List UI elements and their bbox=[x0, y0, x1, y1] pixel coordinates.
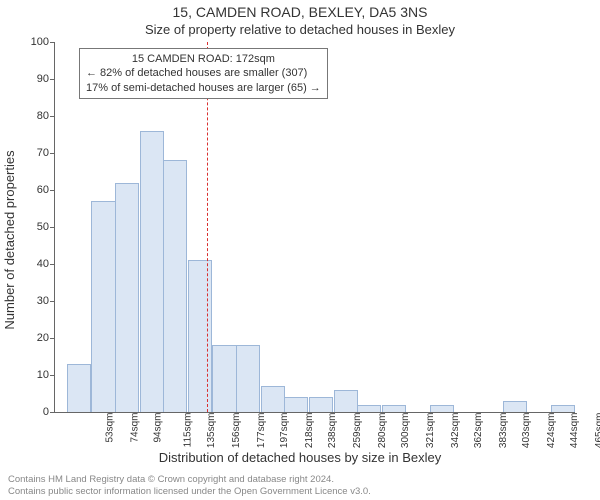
y-tick-label: 60 bbox=[19, 184, 49, 196]
y-tick bbox=[50, 301, 55, 302]
histogram-bar bbox=[334, 390, 358, 412]
y-tick-label: 20 bbox=[19, 332, 49, 344]
x-tick-label: 94sqm bbox=[153, 413, 164, 443]
y-tick-label: 90 bbox=[19, 73, 49, 85]
x-tick-label: 383sqm bbox=[498, 413, 509, 449]
footer-line-1: Contains HM Land Registry data © Crown c… bbox=[8, 474, 371, 486]
x-tick-label: 115sqm bbox=[182, 413, 193, 448]
y-tick bbox=[50, 338, 55, 339]
x-tick-label: 74sqm bbox=[129, 413, 140, 443]
y-axis-label-text: Number of detached properties bbox=[2, 150, 17, 329]
y-tick bbox=[50, 116, 55, 117]
y-tick bbox=[50, 264, 55, 265]
y-tick bbox=[50, 153, 55, 154]
x-tick-label: 218sqm bbox=[304, 413, 315, 449]
annot-line-3: 17% of semi-detached houses are larger (… bbox=[86, 81, 321, 95]
y-tick bbox=[50, 375, 55, 376]
x-tick-label: 177sqm bbox=[256, 413, 267, 449]
histogram-bar bbox=[357, 405, 381, 412]
x-tick-label: 300sqm bbox=[400, 413, 411, 449]
x-tick-label: 362sqm bbox=[473, 413, 484, 449]
y-tick bbox=[50, 42, 55, 43]
histogram-bar bbox=[140, 131, 164, 412]
histogram-bar bbox=[503, 401, 527, 412]
annotation-box: 15 CAMDEN ROAD: 172sqm← 82% of detached … bbox=[79, 48, 328, 99]
x-tick-label: 342sqm bbox=[450, 413, 461, 449]
x-tick-label: 424sqm bbox=[546, 413, 557, 449]
x-tick-label: 280sqm bbox=[377, 413, 388, 449]
x-tick-label: 135sqm bbox=[206, 413, 217, 449]
y-tick-label: 100 bbox=[19, 36, 49, 48]
y-tick bbox=[50, 79, 55, 80]
chart-container: { "chart": { "type": "histogram", "title… bbox=[0, 0, 600, 500]
histogram-bar bbox=[284, 397, 308, 412]
y-tick bbox=[50, 227, 55, 228]
annot-line-1: 15 CAMDEN ROAD: 172sqm bbox=[86, 52, 321, 66]
histogram-bar bbox=[551, 405, 575, 412]
histogram-bar bbox=[261, 386, 285, 412]
histogram-bar bbox=[382, 405, 406, 412]
y-tick-label: 0 bbox=[19, 406, 49, 418]
x-tick-label: 238sqm bbox=[327, 413, 338, 449]
histogram-bar bbox=[163, 160, 187, 412]
x-axis-label: Distribution of detached houses by size … bbox=[0, 450, 600, 465]
y-tick-label: 10 bbox=[19, 369, 49, 381]
histogram-bar bbox=[309, 397, 333, 412]
chart-subtitle: Size of property relative to detached ho… bbox=[0, 22, 600, 37]
histogram-bar bbox=[236, 345, 260, 412]
histogram-bar bbox=[115, 183, 139, 412]
histogram-bar bbox=[67, 364, 91, 412]
y-tick-label: 40 bbox=[19, 258, 49, 270]
histogram-bar bbox=[212, 345, 236, 412]
x-tick-label: 403sqm bbox=[521, 413, 532, 449]
x-tick-label: 156sqm bbox=[231, 413, 242, 449]
y-tick-label: 70 bbox=[19, 147, 49, 159]
y-tick bbox=[50, 412, 55, 413]
y-tick-label: 50 bbox=[19, 221, 49, 233]
histogram-bar bbox=[188, 260, 212, 412]
footer-line-2: Contains public sector information licen… bbox=[8, 486, 371, 498]
histogram-bar bbox=[91, 201, 115, 412]
annot-line-2: ← 82% of detached houses are smaller (30… bbox=[86, 66, 321, 80]
x-tick-label: 53sqm bbox=[105, 413, 116, 443]
x-tick-label: 444sqm bbox=[570, 413, 581, 449]
y-tick bbox=[50, 190, 55, 191]
histogram-bar bbox=[430, 405, 454, 412]
x-tick-label: 321sqm bbox=[425, 413, 436, 449]
plot-area: 010203040506070809010053sqm74sqm94sqm115… bbox=[54, 42, 575, 413]
x-tick-label: 197sqm bbox=[279, 413, 290, 449]
x-tick-label: 259sqm bbox=[352, 413, 363, 449]
y-tick-label: 30 bbox=[19, 295, 49, 307]
y-tick-label: 80 bbox=[19, 110, 49, 122]
footer-attribution: Contains HM Land Registry data © Crown c… bbox=[8, 474, 371, 498]
x-tick-label: 465sqm bbox=[594, 413, 600, 449]
chart-title: 15, CAMDEN ROAD, BEXLEY, DA5 3NS bbox=[0, 4, 600, 20]
